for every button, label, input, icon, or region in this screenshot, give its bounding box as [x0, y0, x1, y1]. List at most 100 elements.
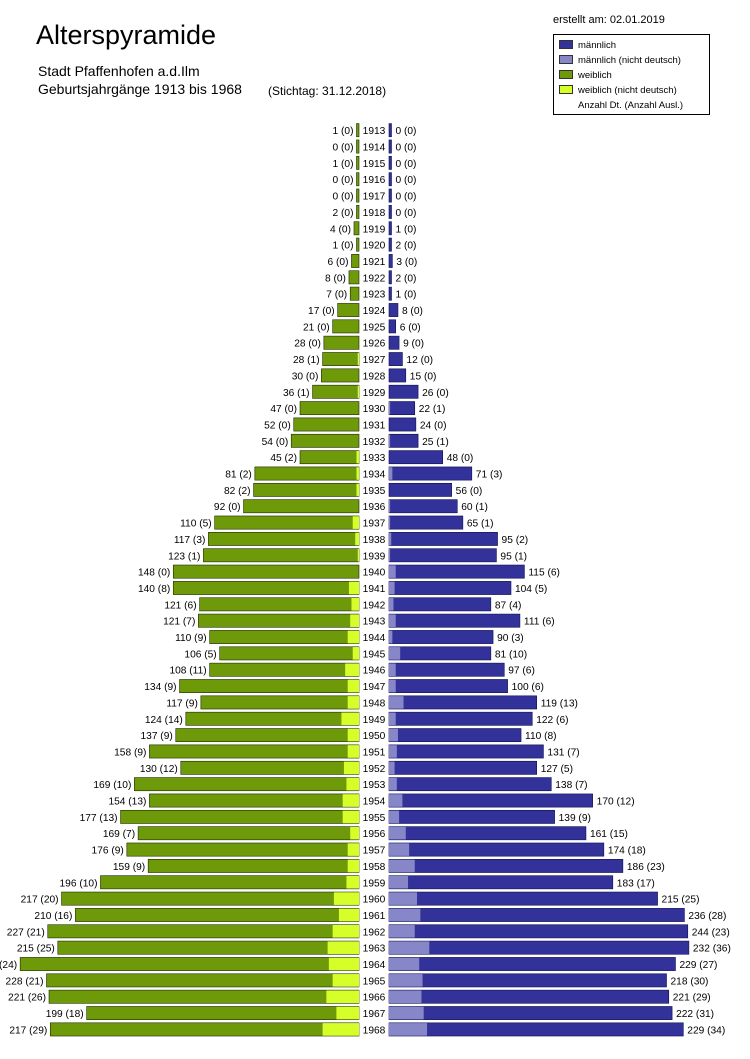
male-bar-1941 [388, 581, 512, 595]
female-foreign-bar-1954 [342, 794, 359, 807]
female-bar-1934 [254, 466, 360, 481]
female-label-1932: 54 (0) [262, 437, 289, 448]
female-bar-1936 [243, 499, 360, 514]
female-foreign-bar-1927 [357, 352, 359, 366]
male-foreign-bar-1938 [389, 532, 392, 546]
male-label-1962: 244 (23) [692, 927, 730, 938]
female-bar-1949 [185, 711, 360, 726]
male-label-1952: 127 (5) [541, 764, 573, 775]
male-bar-1967 [388, 1006, 673, 1020]
year-label-1921: 1921 [363, 257, 386, 268]
female-label-1921: 6 (0) [328, 257, 349, 268]
female-label-1944: 110 (9) [175, 633, 207, 644]
year-label-1953: 1953 [363, 780, 386, 791]
female-label-1926: 28 (0) [294, 339, 321, 350]
female-foreign-bar-1939 [357, 548, 359, 562]
year-label-1960: 1960 [363, 895, 386, 906]
female-bar-1943 [198, 613, 360, 628]
female-label-1922: 8 (0) [325, 273, 346, 284]
female-label-1943: 121 (7) [163, 617, 195, 628]
male-bar-1961 [388, 908, 685, 922]
female-bar-1953 [134, 777, 360, 792]
legend: männlich männlich (nicht deutsch) weibli… [553, 34, 710, 115]
female-bar-1938 [208, 532, 360, 546]
female-bar-1918 [356, 205, 360, 219]
male-label-1921: 3 (0) [396, 257, 417, 268]
female-label-1950: 137 (9) [140, 731, 172, 742]
female-bar-1913 [356, 123, 360, 138]
year-label-1915: 1915 [363, 159, 386, 170]
legend-label-female: weiblich [578, 70, 612, 81]
female-foreign-bar-1943 [350, 614, 359, 627]
female-foreign-bar-1947 [347, 679, 359, 693]
male-bar-1962 [388, 924, 689, 939]
male-label-1948: 119 (13) [541, 698, 578, 709]
male-bar-1964 [388, 957, 676, 971]
male-bar-1957 [388, 842, 605, 857]
male-bar-1956 [388, 826, 587, 841]
male-foreign-bar-1957 [389, 843, 410, 856]
male-bar-1952 [388, 760, 538, 775]
female-foreign-bar-1953 [346, 777, 359, 791]
male-bar-1965 [388, 973, 667, 988]
male-label-1947: 100 (6) [512, 682, 544, 693]
subtitle-years: Geburtsjahrgänge 1913 bis 1968 [38, 81, 242, 97]
year-label-1964: 1964 [363, 960, 386, 971]
male-label-1924: 8 (0) [402, 306, 423, 317]
female-label-1928: 30 (0) [292, 371, 319, 382]
male-bar-1931 [388, 417, 417, 432]
male-label-1942: 87 (4) [495, 600, 522, 611]
female-foreign-bar-1957 [347, 843, 359, 856]
male-bar-1928 [388, 368, 407, 383]
male-foreign-bar-1958 [389, 859, 415, 873]
legend-label-male-foreign: männlich (nicht deutsch) [578, 55, 681, 66]
male-bar-1942 [388, 597, 492, 612]
male-bar-1939 [388, 548, 497, 563]
female-bar-1932 [290, 433, 360, 448]
male-bar-1919 [388, 221, 392, 236]
year-label-1941: 1941 [363, 584, 386, 595]
female-label-1923: 7 (0) [326, 290, 347, 301]
female-foreign-bar-1967 [336, 1006, 359, 1020]
year-label-1945: 1945 [363, 649, 386, 660]
female-label-1942: 121 (6) [164, 600, 196, 611]
female-bar-1923 [349, 286, 360, 301]
male-bar-1930 [388, 401, 416, 416]
female-label-1924: 17 (0) [308, 306, 335, 317]
male-bar-1968 [388, 1022, 684, 1037]
female-bar-1963 [57, 940, 360, 955]
male-bar-1935 [388, 482, 452, 497]
female-label-1918: 2 (0) [333, 208, 354, 219]
female-bar-1948 [200, 695, 360, 710]
male-bar-1916 [388, 172, 392, 187]
female-foreign-bar-1948 [347, 696, 359, 709]
male-label-1932: 25 (1) [422, 437, 449, 448]
year-label-1963: 1963 [363, 944, 386, 955]
subtitle-city: Stadt Pfaffenhofen a.d.Ilm [38, 63, 200, 79]
female-bar-1957 [126, 842, 360, 857]
male-label-1968: 229 (34) [687, 1025, 725, 1036]
year-label-1944: 1944 [363, 633, 386, 644]
male-label-1914: 0 (0) [396, 143, 417, 154]
female-bar-1941 [172, 581, 360, 595]
male-label-1960: 215 (25) [662, 895, 700, 906]
female-label-1917: 0 (0) [333, 192, 354, 203]
male-bar-1949 [388, 711, 533, 726]
year-label-1943: 1943 [363, 617, 386, 628]
male-bar-1913 [388, 123, 392, 138]
female-label-1954: 154 (13) [108, 797, 146, 808]
year-label-1932: 1932 [363, 437, 386, 448]
year-label-1931: 1931 [363, 420, 386, 431]
male-foreign-bar-1956 [389, 826, 406, 840]
year-label-1933: 1933 [363, 453, 386, 464]
year-label-1967: 1967 [363, 1009, 386, 1020]
female-foreign-bar-1965 [332, 974, 359, 987]
female-label-1955: 177 (13) [80, 813, 118, 824]
male-foreign-bar-1939 [389, 548, 391, 562]
female-bar-1940 [172, 564, 360, 579]
year-label-1918: 1918 [363, 208, 386, 219]
female-label-1963: 215 (25) [17, 944, 55, 955]
male-bar-1953 [388, 777, 552, 792]
male-foreign-bar-1953 [389, 777, 397, 791]
male-foreign-bar-1965 [389, 974, 423, 987]
